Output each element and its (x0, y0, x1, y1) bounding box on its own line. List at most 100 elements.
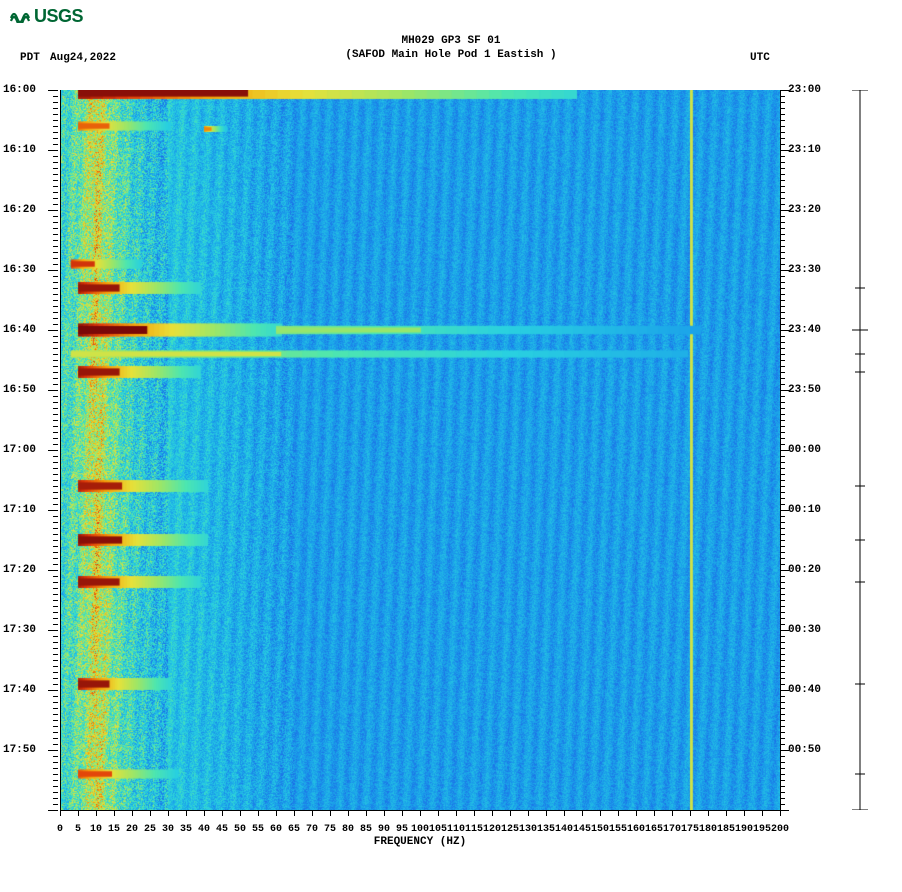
yaxis-left-tick (53, 324, 58, 325)
yaxis-right-ticklabel: 00:30 (788, 624, 821, 636)
yaxis-left-tick (53, 732, 58, 733)
yaxis-left-tick (53, 384, 58, 385)
xaxis-tick (690, 810, 691, 816)
xaxis-tick (384, 810, 385, 816)
yaxis-left-tick (53, 564, 58, 565)
yaxis-left-tick (53, 540, 58, 541)
xaxis-ticklabel: 45 (216, 824, 228, 835)
yaxis-left-tick (53, 504, 58, 505)
usgs-logo-text: USGS (34, 6, 83, 26)
xaxis-ticklabel: 30 (162, 824, 174, 835)
xaxis-ticklabel: 20 (126, 824, 138, 835)
yaxis-left-tick (53, 216, 58, 217)
yaxis-left-tick (53, 306, 58, 307)
yaxis-left-tick (53, 624, 58, 625)
xaxis-tick (348, 810, 349, 816)
yaxis-left-tick (53, 444, 58, 445)
xaxis-ticklabel: 85 (360, 824, 372, 835)
date-label: Aug24,2022 (50, 52, 116, 64)
yaxis-left-tick (53, 156, 58, 157)
right-event-scale (850, 90, 890, 810)
yaxis-left-tick (53, 726, 58, 727)
yaxis-left-tick (53, 246, 58, 247)
yaxis-left-tick (53, 612, 58, 613)
xaxis-ticklabel: 90 (378, 824, 390, 835)
yaxis-left-tick (53, 366, 58, 367)
yaxis-left-tick (53, 804, 58, 805)
xaxis-ticklabel: 5 (75, 824, 81, 835)
yaxis-left-tick (53, 654, 58, 655)
xaxis-ticklabel: 60 (270, 824, 282, 835)
yaxis-right-ticklabel: 23:50 (788, 384, 821, 396)
yaxis-left-tick (53, 618, 58, 619)
yaxis-left-tick (53, 402, 58, 403)
yaxis-left-tick (53, 792, 58, 793)
yaxis-left-tick (53, 774, 58, 775)
xaxis-ticklabel: 145 (573, 824, 591, 835)
xaxis-ticklabel: 140 (555, 824, 573, 835)
yaxis-left: 16:0016:1016:2016:3016:4016:5017:0017:10… (0, 90, 58, 810)
yaxis-left-tick (53, 762, 58, 763)
yaxis-left-tick (53, 648, 58, 649)
xaxis-tick (528, 810, 529, 816)
yaxis-left-tick (48, 90, 58, 91)
xaxis-ticklabel: 160 (627, 824, 645, 835)
yaxis-left-tick (53, 162, 58, 163)
yaxis-left-tick (53, 582, 58, 583)
xaxis-tick (78, 810, 79, 816)
usgs-logo: USGS (10, 6, 83, 28)
yaxis-left-tick (53, 522, 58, 523)
xaxis-ticklabel: 35 (180, 824, 192, 835)
yaxis-left-tick (53, 414, 58, 415)
xaxis-tick (744, 810, 745, 816)
yaxis-left-tick (53, 126, 58, 127)
yaxis-left-tick (53, 552, 58, 553)
yaxis-left-ticklabel: 17:00 (3, 444, 36, 456)
yaxis-left-tick (53, 132, 58, 133)
xaxis-tick (150, 810, 151, 816)
yaxis-right-ticklabel: 00:00 (788, 444, 821, 456)
xaxis-ticklabel: 130 (519, 824, 537, 835)
yaxis-left-tick (53, 666, 58, 667)
right-event-scale-svg (850, 90, 890, 810)
yaxis-left-ticklabel: 17:30 (3, 624, 36, 636)
yaxis-left-tick (53, 228, 58, 229)
yaxis-left-tick (53, 516, 58, 517)
yaxis-left-ticklabel: 16:10 (3, 144, 36, 156)
yaxis-left-tick (53, 222, 58, 223)
yaxis-left-tick (48, 750, 58, 751)
xaxis-tick (780, 810, 781, 816)
yaxis-left-tick (48, 330, 58, 331)
yaxis-left-tick (53, 168, 58, 169)
yaxis-left-tick (53, 360, 58, 361)
yaxis-left-tick (53, 318, 58, 319)
xaxis-tick (654, 810, 655, 816)
yaxis-left-tick (53, 768, 58, 769)
yaxis-left-tick (53, 684, 58, 685)
yaxis-left-tick (48, 570, 58, 571)
xaxis-tick (438, 810, 439, 816)
xaxis-ticklabel: 185 (717, 824, 735, 835)
yaxis-left-tick (53, 714, 58, 715)
xaxis-ticklabel: 80 (342, 824, 354, 835)
xaxis-ticklabel: 10 (90, 824, 102, 835)
yaxis-left-tick (53, 744, 58, 745)
yaxis-left-tick (53, 486, 58, 487)
yaxis-left-tick (53, 114, 58, 115)
xaxis-ticklabel: 105 (429, 824, 447, 835)
xaxis-tick (168, 810, 169, 816)
xaxis-ticklabel: 135 (537, 824, 555, 835)
yaxis-left-tick (53, 288, 58, 289)
yaxis-left-tick (53, 660, 58, 661)
xaxis-ticklabel: 165 (645, 824, 663, 835)
yaxis-left-tick (53, 300, 58, 301)
yaxis-right-ticklabel: 23:40 (788, 324, 821, 336)
yaxis-left-tick (53, 636, 58, 637)
yaxis-right-ticklabel: 23:30 (788, 264, 821, 276)
yaxis-left-tick (48, 510, 58, 511)
yaxis-left-tick (53, 600, 58, 601)
xaxis-tick (204, 810, 205, 816)
yaxis-left-tick (53, 138, 58, 139)
xaxis-ticklabel: 120 (483, 824, 501, 835)
yaxis-right-ticklabel: 23:20 (788, 204, 821, 216)
